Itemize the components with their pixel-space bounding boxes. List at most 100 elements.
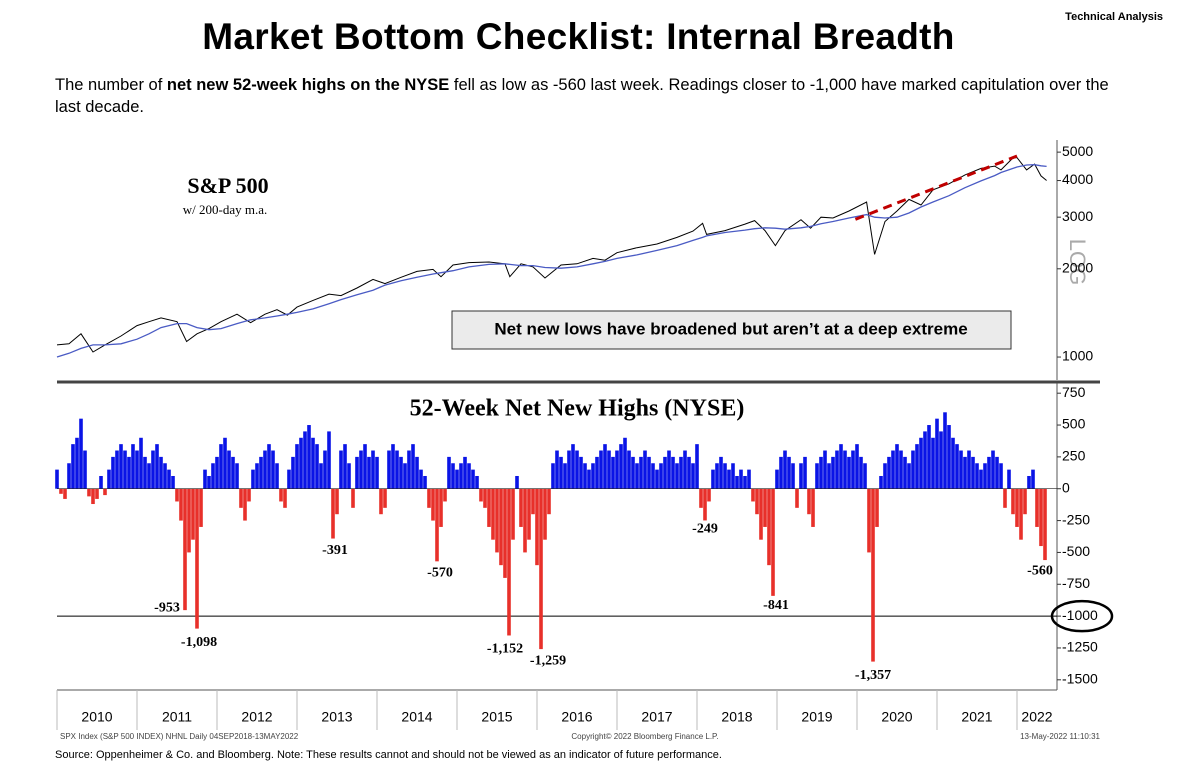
bar: [291, 456, 295, 489]
bar: [723, 463, 727, 489]
y-tick-label: 2000: [1062, 259, 1093, 275]
bar: [219, 444, 223, 489]
bar: [931, 437, 935, 489]
bar: [611, 456, 615, 489]
bar: [751, 488, 755, 502]
bar: [379, 488, 383, 515]
bar: [795, 488, 799, 508]
bar: [471, 469, 475, 489]
bar: [375, 456, 379, 489]
bar: [1019, 488, 1023, 540]
trendline: [854, 154, 1018, 221]
bar: [859, 456, 863, 489]
bar: [115, 450, 119, 489]
bar: [511, 488, 515, 540]
series-line: [56, 164, 1047, 358]
bar: [827, 463, 831, 489]
x-tick-label: 2010: [81, 709, 112, 725]
y-tick-label: 3000: [1062, 208, 1093, 224]
x-tick-label: 2011: [162, 709, 192, 725]
x-tick-label: 2016: [561, 709, 592, 725]
bar: [935, 418, 939, 489]
source-note: Source: Oppenheimer & Co. and Bloomberg.…: [55, 749, 722, 761]
bar: [423, 475, 427, 489]
x-tick-label: 2014: [401, 709, 432, 725]
bar: [571, 444, 575, 489]
bar: [391, 444, 395, 489]
bar: [519, 488, 523, 527]
bar: [131, 444, 135, 489]
bar: [823, 450, 827, 489]
y-tick-label: -500: [1062, 543, 1090, 559]
y-tick-label: 1000: [1062, 348, 1093, 364]
bar: [703, 488, 707, 521]
bar: [655, 469, 659, 489]
bar: [307, 425, 311, 489]
bar: [403, 463, 407, 489]
bar: [651, 463, 655, 489]
bar: [467, 463, 471, 489]
bar: [779, 456, 783, 489]
footer-right: 13-May-2022 11:10:31: [1020, 732, 1100, 741]
bar: [75, 437, 79, 489]
bar: [255, 463, 259, 489]
bar: [287, 469, 291, 489]
bar: [807, 488, 811, 515]
x-tick-label: 2012: [241, 709, 272, 725]
bar: [923, 431, 927, 489]
bar: [127, 456, 131, 489]
bar: [555, 450, 559, 489]
data-label: -570: [427, 566, 453, 581]
bar: [343, 444, 347, 489]
subtitle-part: net new 52-week highs on the NYSE: [166, 76, 450, 94]
bar: [867, 488, 871, 553]
bar: [927, 425, 931, 489]
bar: [851, 450, 855, 489]
bar: [335, 488, 339, 515]
bar: [63, 488, 67, 499]
bar: [183, 488, 187, 611]
bar: [251, 469, 255, 489]
bar: [631, 456, 635, 489]
x-tick-label: 2017: [641, 709, 672, 725]
data-label: -1,098: [181, 635, 217, 650]
bar: [811, 488, 815, 527]
bar: [579, 456, 583, 489]
bar: [383, 488, 387, 508]
bar: [367, 456, 371, 489]
bar: [111, 456, 115, 489]
bar: [899, 450, 903, 489]
data-label: -560: [1027, 563, 1053, 578]
bar: [583, 463, 587, 489]
bar: [951, 437, 955, 489]
bar: [483, 488, 487, 508]
bar: [963, 456, 967, 489]
bar: [543, 488, 547, 540]
bar: [563, 463, 567, 489]
bar: [387, 450, 391, 489]
bar: [947, 425, 951, 489]
bar: [295, 444, 299, 489]
bar: [215, 456, 219, 489]
bar: [323, 450, 327, 489]
bar: [439, 488, 443, 527]
y-tick-label: 0: [1062, 479, 1070, 495]
bar: [907, 463, 911, 489]
bar: [967, 450, 971, 489]
bar: [1035, 488, 1039, 527]
page-subtitle: The number of net new 52-week highs on t…: [55, 74, 1125, 118]
bar: [739, 469, 743, 489]
bar: [819, 456, 823, 489]
bar: [991, 450, 995, 489]
bar: [267, 444, 271, 489]
bar: [983, 463, 987, 489]
bar: [123, 450, 127, 489]
bar: [171, 475, 175, 489]
bar: [599, 450, 603, 489]
bar: [411, 444, 415, 489]
bar: [727, 469, 731, 489]
scale-label: LOG: [1065, 239, 1090, 285]
y-tick-label: 4000: [1062, 171, 1093, 187]
bar: [499, 488, 503, 566]
